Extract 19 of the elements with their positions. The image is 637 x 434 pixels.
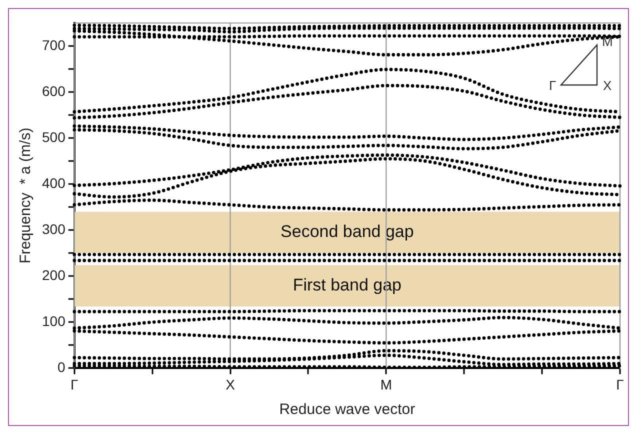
band-label: Second band gap bbox=[280, 222, 414, 242]
x-tick-label: Γ bbox=[616, 376, 624, 392]
y-tick-label: 700 bbox=[42, 36, 66, 53]
y-tick-label: 0 bbox=[58, 359, 66, 376]
y-tick-label: 300 bbox=[42, 220, 66, 237]
y-tick-label: 400 bbox=[42, 174, 66, 191]
band-label: First band gap bbox=[292, 276, 402, 294]
y-tick-label: 100 bbox=[42, 313, 66, 330]
y-axis-title: Frequency * a (m/s) bbox=[17, 128, 34, 264]
y-tick-label: 600 bbox=[42, 82, 66, 99]
annotation: X bbox=[603, 78, 612, 93]
annotation: Γ bbox=[549, 78, 556, 93]
annotation: M bbox=[602, 34, 613, 49]
x-tick-label: X bbox=[226, 376, 236, 392]
x-axis-title: Reduce wave vector bbox=[279, 401, 416, 418]
y-tick-label: 500 bbox=[42, 128, 66, 145]
x-tick-label: M bbox=[380, 376, 392, 392]
y-tick-label: 200 bbox=[42, 267, 66, 284]
x-tick-label: Γ bbox=[70, 376, 78, 392]
